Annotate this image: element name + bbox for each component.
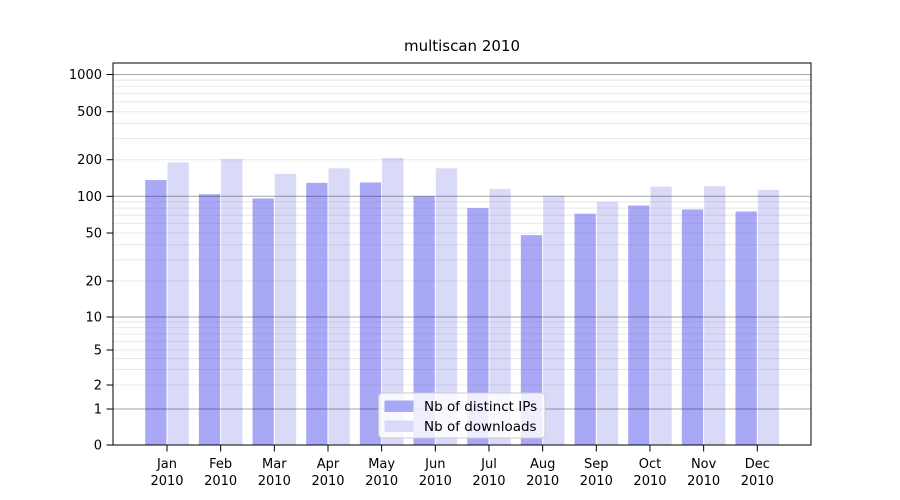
x-tick-label-month: Aug	[530, 457, 555, 472]
bar-downloads-feb	[221, 159, 243, 445]
x-tick-label-year: 2010	[580, 474, 613, 489]
legend-label-distinct-ips: Nb of distinct IPs	[424, 399, 537, 415]
y-tick-label: 20	[85, 275, 102, 290]
bar-distinct-ips-apr	[306, 182, 328, 445]
bar-downloads-sep	[596, 201, 619, 445]
bar-downloads-jun	[435, 168, 458, 445]
x-tick-label-year: 2010	[365, 474, 398, 489]
bar-downloads-dec	[757, 189, 780, 445]
bar-downloads-mar	[274, 173, 297, 446]
x-tick-label-year: 2010	[258, 474, 291, 489]
x-tick-label-year: 2010	[687, 474, 720, 489]
legend-swatch-downloads	[384, 420, 414, 432]
x-tick-label-year: 2010	[419, 474, 452, 489]
x-tick-label-month: Jan	[156, 457, 177, 472]
legend-swatch-distinct-ips	[384, 400, 414, 412]
bar-distinct-ips-nov	[681, 209, 704, 445]
x-tick-label-year: 2010	[741, 474, 774, 489]
bar-distinct-ips-sep	[574, 213, 596, 445]
x-tick-label-month: May	[368, 457, 395, 472]
x-tick-label-month: Jun	[424, 457, 445, 472]
x-tick-label-month: Jul	[480, 457, 497, 472]
bar-downloads-oct	[650, 186, 672, 445]
plot-frame	[112, 62, 812, 446]
x-tick-label-year: 2010	[311, 474, 344, 489]
x-tick-label-year: 2010	[150, 474, 183, 489]
bar-distinct-ips-oct	[628, 205, 650, 445]
x-tick-label-month: Sep	[584, 457, 609, 472]
legend-label-downloads: Nb of downloads	[424, 419, 537, 435]
y-tick-label: 100	[77, 190, 102, 205]
chart-title: multiscan 2010	[404, 37, 520, 55]
x-tick-label-year: 2010	[526, 474, 559, 489]
x-tick-label-month: Dec	[745, 457, 770, 472]
y-tick-label: 1	[94, 403, 102, 418]
x-tick-label-year: 2010	[633, 474, 666, 489]
bar-downloads-may	[382, 157, 404, 445]
bar-downloads-jan	[167, 162, 189, 445]
legend-box	[378, 392, 546, 439]
y-tick-label: 1000	[69, 68, 102, 83]
x-tick-label-year: 2010	[204, 474, 237, 489]
x-tick-label-month: Feb	[209, 457, 232, 472]
x-tick-label-month: Mar	[262, 457, 287, 472]
bar-distinct-ips-jan	[145, 180, 167, 445]
y-tick-label: 500	[77, 105, 102, 120]
bar-downloads-nov	[704, 186, 726, 445]
bar-distinct-ips-jun	[413, 196, 435, 445]
y-tick-label: 200	[77, 153, 102, 168]
y-tick-label: 0	[94, 439, 102, 454]
y-tick-label: 10	[85, 311, 102, 326]
x-tick-label-month: Nov	[691, 457, 717, 472]
bar-distinct-ips-dec	[735, 211, 757, 445]
bar-downloads-aug	[543, 195, 565, 445]
y-tick-label: 50	[85, 227, 102, 242]
bar-downloads-jul	[489, 188, 511, 445]
x-tick-label-year: 2010	[472, 474, 505, 489]
x-tick-label-month: Apr	[317, 457, 340, 472]
bar-downloads-apr	[328, 168, 350, 445]
y-tick-label: 2	[94, 379, 102, 394]
bar-distinct-ips-feb	[198, 194, 221, 445]
y-tick-label: 5	[94, 344, 102, 359]
x-tick-label-month: Oct	[639, 457, 661, 472]
bar-distinct-ips-mar	[252, 198, 274, 445]
bar-distinct-ips-jul	[467, 208, 489, 445]
bar-distinct-ips-may	[359, 182, 382, 445]
